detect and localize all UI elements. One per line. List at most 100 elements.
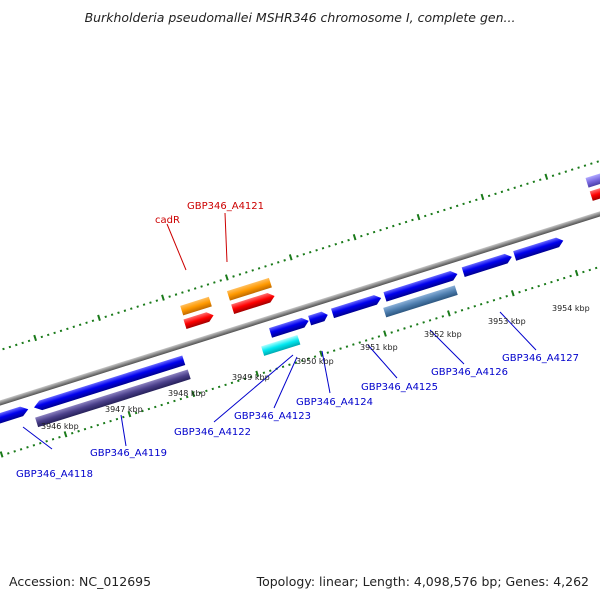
cds-box-GBP346_A4118[interactable]: [35, 369, 191, 428]
gene-arrow-GBP346_A4125[interactable]: [331, 293, 383, 319]
bottom-ruler-minor-tick: [19, 448, 23, 451]
bottom-ruler-minor-tick: [569, 274, 572, 278]
gene-arrow-left-edge[interactable]: [0, 405, 30, 428]
map-title: Burkholderia pseudomallei MSHR346 chromo…: [84, 10, 516, 25]
top-ruler-minor-tick: [66, 327, 69, 331]
top-ruler-minor-tick: [296, 255, 299, 258]
bottom-ruler-minor-tick: [435, 317, 438, 320]
top-ruler-minor-tick: [2, 347, 5, 351]
bottom-ruler-minor-tick: [154, 405, 157, 409]
feature-edge-violet[interactable]: [585, 159, 600, 188]
bottom-ruler-minor-tick: [403, 327, 406, 330]
bottom-ruler-minor-tick: [524, 288, 528, 292]
top-ruler-minor-tick: [15, 343, 18, 347]
feature-GBP346_A4121-upper[interactable]: [226, 277, 272, 301]
top-ruler-minor-tick: [206, 283, 210, 286]
bottom-ruler-minor-tick: [32, 444, 36, 447]
top-ruler-minor-tick: [392, 224, 395, 228]
rna-box-GBP346_A4122[interactable]: [261, 334, 301, 356]
top-ruler-major-tick: [288, 254, 293, 261]
top-ruler-minor-tick: [468, 200, 472, 204]
bottom-ruler-minor-tick: [262, 371, 266, 375]
bottom-ruler-minor-tick: [211, 387, 215, 391]
gene-arrow-GBP346_A4119[interactable]: [33, 355, 186, 413]
bottom-ruler-minor-tick: [486, 300, 489, 304]
top-ruler-major-tick: [224, 274, 229, 281]
gene-label-cadR[interactable]: cadR: [155, 215, 180, 226]
bottom-ruler-major-tick: [255, 370, 260, 377]
scale-label-3952: 3952 kbp: [424, 330, 462, 339]
gene-arrow-GBP346_A4127b[interactable]: [513, 236, 565, 261]
bottom-ruler-minor-tick: [7, 452, 10, 455]
cds-box-GBP346_A4126[interactable]: [383, 285, 458, 318]
gene-arrow-GBP346_A4123[interactable]: [269, 316, 310, 338]
top-ruler-minor-tick: [507, 188, 510, 192]
top-ruler-minor-tick: [136, 305, 139, 308]
gene-arrow-GBP346_A4124[interactable]: [308, 310, 329, 326]
top-ruler-minor-tick: [21, 341, 24, 345]
gene-label-GBP346_A4127[interactable]: GBP346_A4127: [502, 353, 579, 364]
bottom-ruler-major-tick: [447, 310, 451, 317]
gene-arrow-GBP346_A4126[interactable]: [383, 269, 458, 302]
gene-label-GBP346_A4125[interactable]: GBP346_A4125: [361, 382, 438, 393]
bottom-ruler-minor-tick: [166, 401, 170, 405]
top-ruler-minor-tick: [321, 246, 325, 250]
gene-label-GBP346_A4118[interactable]: GBP346_A4118: [16, 469, 93, 480]
feature-cadR-upper[interactable]: [180, 296, 212, 316]
top-ruler-minor-tick: [257, 267, 261, 270]
bottom-ruler-minor-tick: [307, 357, 310, 360]
top-ruler-minor-tick: [596, 160, 600, 163]
bottom-ruler-minor-tick: [70, 431, 74, 435]
bottom-ruler-minor-tick: [115, 417, 119, 421]
gene-label-GBP346_A4121[interactable]: GBP346_A4121: [187, 201, 264, 212]
bottom-ruler-minor-tick: [313, 355, 317, 358]
top-ruler-minor-tick: [245, 271, 248, 274]
bottom-ruler-minor-tick: [537, 284, 540, 288]
scale-label-3951: 3951 kbp: [360, 343, 398, 352]
top-ruler-minor-tick: [155, 299, 159, 302]
top-ruler-minor-tick: [168, 295, 171, 298]
bottom-ruler-minor-tick: [179, 397, 183, 401]
bottom-ruler-minor-tick: [90, 425, 93, 429]
scale-labels: 3946 kbp 3947 kbp 3948 kbp 3949 kbp 3950…: [41, 304, 590, 431]
top-ruler-minor-tick: [449, 206, 453, 210]
bottom-ruler-minor-tick: [390, 331, 393, 334]
top-ruler-minor-tick: [494, 192, 497, 196]
gene-label-GBP346_A4119[interactable]: GBP346_A4119: [90, 448, 167, 459]
top-ruler: [2, 160, 600, 351]
top-ruler-minor-tick: [219, 279, 223, 282]
feature-GBP346_A4121-arrow[interactable]: [231, 291, 276, 314]
top-ruler-minor-tick: [149, 301, 152, 304]
top-ruler-minor-tick: [283, 259, 286, 262]
gene-label-GBP346_A4124[interactable]: GBP346_A4124: [296, 397, 373, 408]
bottom-ruler-minor-tick: [460, 309, 464, 312]
gene-label-GBP346_A4126[interactable]: GBP346_A4126: [431, 367, 508, 378]
gene-arrow-GBP346_A4127a[interactable]: [461, 252, 514, 277]
gene-label-GBP346_A4122[interactable]: GBP346_A4122: [174, 427, 251, 438]
bottom-ruler-major-tick: [63, 431, 68, 438]
feature-cadR-arrow[interactable]: [183, 310, 215, 330]
top-ruler-minor-tick: [59, 329, 63, 333]
accession-text: Accession: NC_012695: [9, 574, 152, 589]
top-ruler-major-tick: [161, 294, 165, 301]
top-ruler-minor-tick: [430, 212, 433, 216]
bottom-ruler-major-tick: [510, 290, 515, 297]
top-ruler-minor-tick: [187, 289, 191, 292]
bottom-ruler-minor-tick: [556, 278, 560, 282]
top-ruler-minor-tick: [53, 331, 56, 335]
scale-label-3948: 3948 kbp: [168, 389, 206, 398]
scale-label-3946: 3946 kbp: [41, 422, 79, 431]
bottom-ruler-minor-tick: [531, 286, 534, 290]
bottom-ruler-minor-tick: [441, 315, 445, 318]
top-ruler-minor-tick: [200, 285, 203, 288]
bottom-ruler-minor-tick: [134, 411, 138, 415]
top-ruler-minor-tick: [302, 253, 306, 256]
top-ruler-minor-tick: [40, 335, 44, 339]
bottom-ruler-major-tick: [191, 390, 196, 398]
gene-label-GBP346_A4123[interactable]: GBP346_A4123: [234, 411, 311, 422]
bottom-ruler-minor-tick: [543, 282, 547, 286]
bottom-ruler-minor-tick: [332, 349, 336, 352]
top-ruler-minor-tick: [411, 218, 414, 222]
bottom-ruler-minor-tick: [205, 389, 208, 393]
